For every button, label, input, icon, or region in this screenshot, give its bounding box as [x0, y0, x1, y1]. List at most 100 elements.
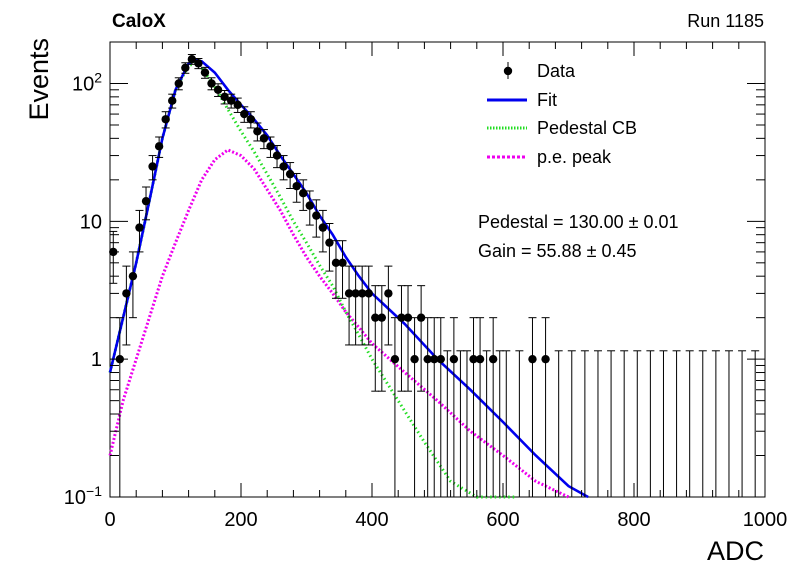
- data-point: [299, 179, 308, 211]
- data-marker: [351, 289, 360, 298]
- pedestal-annotation: Pedestal = 130.00 ± 0.01: [478, 212, 679, 232]
- data-marker: [299, 188, 308, 198]
- data-marker: [220, 92, 229, 102]
- y-tick-label: 102: [72, 69, 102, 95]
- data-point: [141, 186, 151, 221]
- data-marker: [292, 181, 301, 191]
- data-point: [344, 265, 354, 346]
- data-point: [593, 350, 602, 497]
- data-point: [436, 317, 445, 497]
- x-tick-label: 200: [224, 509, 257, 531]
- data-point: [410, 317, 419, 497]
- data-marker: [187, 55, 197, 64]
- data-point: [462, 350, 471, 497]
- data-point: [475, 317, 485, 497]
- data-point: [449, 317, 459, 497]
- data-marker: [279, 162, 288, 171]
- data-point: [711, 350, 720, 497]
- data-marker: [403, 313, 413, 322]
- data-marker: [259, 134, 269, 143]
- data-point: [292, 172, 301, 203]
- x-tick-label: 800: [617, 509, 650, 531]
- data-point: [580, 350, 589, 497]
- data-marker: [377, 313, 387, 322]
- data-point: [502, 350, 511, 497]
- data-point: [148, 155, 157, 181]
- data-point: [554, 350, 563, 497]
- data-marker: [194, 59, 203, 68]
- data-marker: [528, 354, 537, 364]
- data-marker: [390, 354, 400, 364]
- data-point: [318, 209, 328, 253]
- legend-item-fit: Fit: [487, 90, 557, 110]
- calox-label: CaloX: [112, 11, 166, 32]
- data-marker: [541, 354, 550, 364]
- x-axis-label: ADC: [707, 536, 764, 566]
- data-point: [200, 66, 210, 79]
- data-marker: [384, 289, 393, 298]
- data-marker: [128, 271, 138, 281]
- data-marker: [469, 354, 478, 364]
- chart-marks: [108, 54, 760, 499]
- chart-axes: 0 200 400 600 800 1000 102 10 1 10−1: [64, 41, 787, 531]
- legend-item-pe-peak: p.e. peak: [487, 147, 612, 167]
- data-point: [541, 317, 550, 497]
- plot-frame: [109, 41, 766, 498]
- data-point: [325, 222, 334, 272]
- data-marker: [141, 196, 151, 206]
- data-point: [672, 350, 681, 497]
- data-point: [240, 106, 249, 123]
- data-marker: [207, 79, 216, 88]
- data-marker: [410, 354, 419, 364]
- data-point: [331, 240, 341, 299]
- data-marker: [449, 354, 459, 364]
- data-point: [154, 136, 164, 158]
- data-point: [469, 317, 478, 497]
- data-marker: [305, 201, 314, 210]
- data-marker: [168, 96, 177, 105]
- data-point: [305, 190, 314, 226]
- data-point: [377, 285, 387, 392]
- legend-data-marker: [503, 66, 513, 76]
- data-point: [620, 350, 629, 497]
- data-marker: [253, 127, 262, 136]
- curve-pedestal-cb: [108, 61, 517, 499]
- data-marker: [430, 354, 439, 364]
- legend-label-fit: Fit: [537, 90, 557, 110]
- data-point: [646, 350, 655, 497]
- data-marker: [436, 354, 445, 364]
- data-point: [351, 265, 360, 346]
- data-marker: [272, 151, 282, 160]
- data-point: [161, 111, 170, 129]
- x-tick-label: 400: [355, 509, 388, 531]
- data-point: [272, 145, 282, 169]
- data-point: [207, 77, 216, 91]
- data-marker: [135, 223, 144, 232]
- data-point: [659, 350, 668, 497]
- data-point: [738, 350, 747, 497]
- data-marker: [318, 223, 328, 232]
- data-point: [246, 111, 256, 129]
- data-marker: [416, 313, 426, 322]
- data-point: [685, 350, 694, 497]
- y-tick-label: 1: [91, 349, 102, 371]
- data-point: [482, 350, 491, 497]
- data-point: [168, 93, 177, 109]
- data-marker: [200, 68, 210, 77]
- data-point: [312, 199, 321, 238]
- data-point: [403, 285, 413, 392]
- curve-p-e-peak: [108, 148, 570, 499]
- data-point: [181, 62, 190, 74]
- data-marker: [174, 79, 183, 88]
- data-point: [495, 350, 504, 497]
- data-point: [371, 285, 380, 392]
- data-marker: [312, 211, 321, 220]
- data-marker: [161, 115, 170, 124]
- data-marker: [475, 354, 485, 364]
- data-point: [174, 77, 183, 91]
- data-point: [724, 350, 733, 497]
- data-point: [515, 350, 524, 497]
- data-point: [194, 57, 203, 70]
- data-marker: [371, 313, 380, 322]
